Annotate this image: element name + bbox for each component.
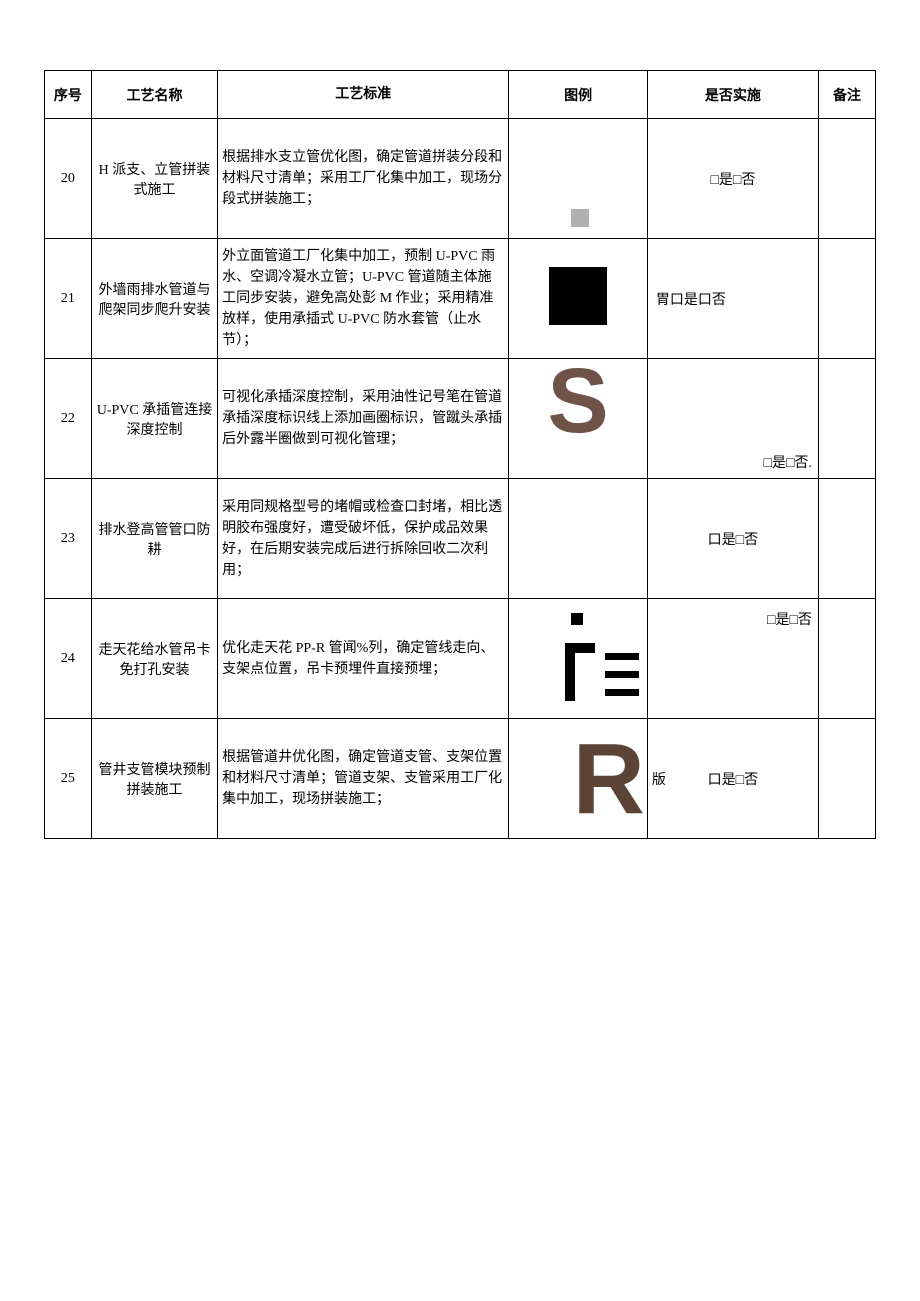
cell-std: 外立面管道工厂化集中加工，预制 U-PVC 雨水、空调冷凝水立管；U-PVC 管…	[218, 239, 509, 359]
cell-note	[818, 359, 875, 479]
cell-legend	[509, 599, 648, 719]
table-row: 24 走天花给水管吊卡免打孔安装 优化走天花 PP-R 管闻%列，确定管线走向、…	[45, 599, 876, 719]
r-letter-icon: R	[573, 723, 645, 835]
cell-seq: 20	[45, 119, 92, 239]
cell-legend	[509, 119, 648, 239]
cell-legend: S	[509, 359, 648, 479]
header-note: 备注	[818, 71, 875, 119]
impl-text: 口是□否	[708, 773, 758, 788]
cell-note	[818, 119, 875, 239]
cell-seq: 25	[45, 719, 92, 839]
cell-seq: 24	[45, 599, 92, 719]
cell-impl: □是□否	[647, 599, 818, 719]
header-std: 工艺标准	[218, 71, 509, 119]
cell-legend	[509, 479, 648, 599]
cell-name: 外墙雨排水管道与爬架同步爬升安装	[91, 239, 217, 359]
header-impl: 是否实施	[647, 71, 818, 119]
table-row: 22 U-PVC 承插管连接深度控制 可视化承插深度控制，采用油性记号笔在管道承…	[45, 359, 876, 479]
table-row: 25 管井支管模块预制拼装施工 根据管道井优化图，确定管道支管、支架位置和材料尺…	[45, 719, 876, 839]
cell-note	[818, 479, 875, 599]
header-row: 序号 工艺名称 工艺标准 图例 是否实施 备注	[45, 71, 876, 119]
bracket-lines-icon	[515, 609, 641, 709]
cell-std: 优化走天花 PP-R 管闻%列，确定管线走向、支架点位置，吊卡预埋件直接预埋；	[218, 599, 509, 719]
cell-std: 采用同规格型号的堵帽或检查口封堵，相比透明胶布强度好，遭受破坏低，保护成品效果好…	[218, 479, 509, 599]
cell-name: 管井支管模块预制拼装施工	[91, 719, 217, 839]
header-img: 图例	[509, 71, 648, 119]
cell-std: 可视化承插深度控制，采用油性记号笔在管道承插深度标识线上添加画圈标识，管蹴头承插…	[218, 359, 509, 479]
cell-seq: 21	[45, 239, 92, 359]
cell-impl: □是□否	[647, 119, 818, 239]
cell-seq: 22	[45, 359, 92, 479]
grey-square-icon	[571, 209, 589, 227]
cell-impl: 口是□否	[647, 479, 818, 599]
cell-impl: □是□否.	[647, 359, 818, 479]
process-table: 序号 工艺名称 工艺标准 图例 是否实施 备注 20 H 派支、立管拼装式施工 …	[44, 70, 876, 839]
table-row: 20 H 派支、立管拼装式施工 根据排水支立管优化图，确定管道拼装分段和材料尺寸…	[45, 119, 876, 239]
cell-note	[818, 599, 875, 719]
table-row: 21 外墙雨排水管道与爬架同步爬升安装 外立面管道工厂化集中加工，预制 U-PV…	[45, 239, 876, 359]
cell-note	[818, 239, 875, 359]
cell-name: H 派支、立管拼装式施工	[91, 119, 217, 239]
cell-name: 排水登高管管口防耕	[91, 479, 217, 599]
cell-legend: R	[509, 719, 648, 839]
s-letter-icon: S	[547, 350, 608, 452]
cell-impl: 版 口是□否	[647, 719, 818, 839]
cell-name: U-PVC 承插管连接深度控制	[91, 359, 217, 479]
table-row: 23 排水登高管管口防耕 采用同规格型号的堵帽或检查口封堵，相比透明胶布强度好，…	[45, 479, 876, 599]
impl-prefix: 版	[652, 769, 666, 789]
cell-legend	[509, 239, 648, 359]
cell-name: 走天花给水管吊卡免打孔安装	[91, 599, 217, 719]
black-block-icon	[549, 267, 607, 325]
cell-impl: 胃口是口否	[647, 239, 818, 359]
header-seq: 序号	[45, 71, 92, 119]
cell-std: 根据排水支立管优化图，确定管道拼装分段和材料尺寸清单；采用工厂化集中加工，现场分…	[218, 119, 509, 239]
cell-std: 根据管道井优化图，确定管道支管、支架位置和材料尺寸清单；管道支架、支管采用工厂化…	[218, 719, 509, 839]
cell-seq: 23	[45, 479, 92, 599]
header-name: 工艺名称	[91, 71, 217, 119]
cell-note	[818, 719, 875, 839]
